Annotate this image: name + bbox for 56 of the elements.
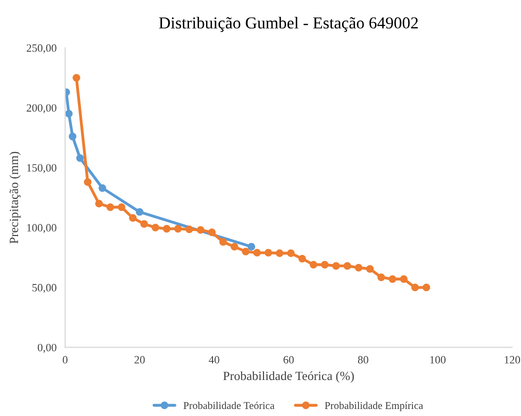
point (136, 208, 144, 216)
point (208, 228, 216, 236)
point (84, 178, 92, 186)
point (298, 254, 306, 263)
x-axis-title: Probabilidade Teórica (%) (223, 371, 354, 383)
point (366, 265, 374, 273)
point (219, 238, 227, 246)
point (354, 264, 362, 272)
point (196, 226, 204, 234)
point (76, 154, 84, 162)
point (242, 248, 250, 256)
point (106, 203, 114, 212)
point (152, 224, 160, 232)
x-tick-label: 120 (504, 356, 520, 364)
y-tick-label: 50,00 (32, 284, 56, 294)
x-tick-label: 80 (358, 356, 368, 364)
chart-title: Distribuição Gumbel - Estação 649002 (159, 16, 418, 32)
x-tick-label: 40 (208, 356, 220, 364)
point (118, 203, 126, 212)
x-tick-label: 0 (62, 356, 68, 364)
point (388, 275, 396, 283)
point (253, 248, 261, 257)
point (332, 262, 340, 270)
x-tick-label: 20 (134, 356, 145, 364)
point (98, 184, 106, 192)
point (248, 242, 256, 251)
point (377, 273, 386, 282)
y-axis-title: Precipitação (mm) (9, 152, 21, 244)
point (422, 284, 430, 292)
y-tick-label: 250,00 (26, 44, 56, 54)
y-tick-label: 200,00 (26, 104, 56, 114)
point (174, 224, 182, 233)
point (411, 284, 419, 292)
point (140, 220, 148, 228)
point (185, 226, 194, 234)
legend-label: Probabilidade Teórica (184, 402, 274, 410)
point (68, 132, 76, 140)
point (264, 248, 272, 257)
x-tick-label: 100 (430, 356, 446, 364)
point (129, 214, 137, 222)
point (310, 260, 318, 269)
x-tick-label: 60 (284, 356, 294, 364)
point (230, 242, 238, 251)
y-tick-label: 100,00 (27, 224, 56, 234)
point (65, 110, 73, 118)
point (162, 224, 171, 233)
point (72, 74, 80, 82)
point (95, 200, 103, 208)
y-tick-label: 0,00 (38, 344, 56, 353)
point (320, 260, 329, 269)
point (400, 275, 408, 283)
y-tick-label: 150,00 (27, 164, 56, 174)
legend-label: Probabilidade Empírica (324, 402, 424, 412)
point (287, 249, 295, 258)
point (276, 249, 284, 258)
point (344, 262, 352, 270)
